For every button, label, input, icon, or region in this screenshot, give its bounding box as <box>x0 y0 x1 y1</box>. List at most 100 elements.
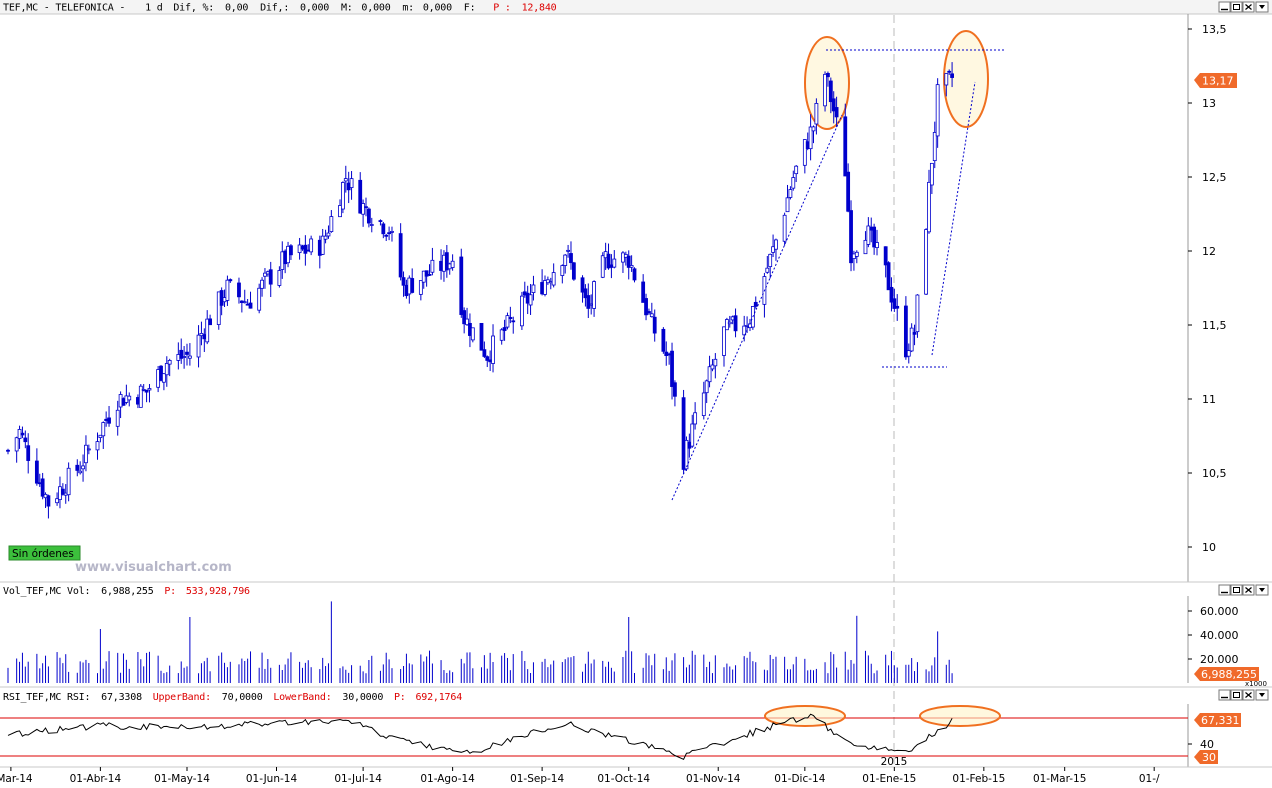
candle[interactable] <box>673 380 677 407</box>
candle[interactable] <box>944 73 949 97</box>
candle[interactable] <box>681 389 686 474</box>
candle[interactable] <box>927 169 931 234</box>
volume-maximize-button[interactable] <box>1230 584 1243 596</box>
candle[interactable] <box>629 255 634 272</box>
candle[interactable] <box>866 217 871 248</box>
candle[interactable] <box>444 244 449 278</box>
candle[interactable] <box>947 69 952 75</box>
candle[interactable] <box>341 181 345 214</box>
candle[interactable] <box>644 293 648 321</box>
candle[interactable] <box>499 328 504 345</box>
candle[interactable] <box>828 77 833 114</box>
candle[interactable] <box>309 235 314 256</box>
candle[interactable] <box>569 241 573 270</box>
candle[interactable] <box>768 253 773 279</box>
candle[interactable] <box>462 307 467 334</box>
candle[interactable] <box>326 225 331 239</box>
candle[interactable] <box>60 483 65 496</box>
price-scroll-button[interactable] <box>1255 1 1269 13</box>
candle[interactable] <box>750 306 755 330</box>
candle[interactable] <box>479 322 484 351</box>
candle[interactable] <box>854 250 859 264</box>
candle[interactable] <box>826 71 830 87</box>
candle[interactable] <box>358 172 363 214</box>
orders-badge[interactable]: Sin órdenes <box>8 545 81 561</box>
candle[interactable] <box>277 266 282 288</box>
candle[interactable] <box>124 384 129 405</box>
candle[interactable] <box>580 275 585 303</box>
candle[interactable] <box>895 294 900 321</box>
candle[interactable] <box>690 414 695 448</box>
candle[interactable] <box>707 355 712 388</box>
candle[interactable] <box>179 338 184 364</box>
candle[interactable] <box>929 162 934 195</box>
candle[interactable] <box>791 170 796 191</box>
rsi-scroll-button[interactable] <box>1255 689 1269 701</box>
candle[interactable] <box>794 165 799 183</box>
candle[interactable] <box>78 461 83 475</box>
candle[interactable] <box>55 492 59 506</box>
candle[interactable] <box>470 327 475 343</box>
candle[interactable] <box>390 226 394 242</box>
candle[interactable] <box>289 244 293 260</box>
candle[interactable] <box>724 317 729 331</box>
candle[interactable] <box>684 436 689 471</box>
candle[interactable] <box>912 324 917 346</box>
candle[interactable] <box>225 275 230 306</box>
candle[interactable] <box>482 341 487 359</box>
candle[interactable] <box>26 433 31 474</box>
candle[interactable] <box>733 308 738 338</box>
candle[interactable] <box>162 373 166 391</box>
candle[interactable] <box>208 314 212 326</box>
candle[interactable] <box>935 78 940 148</box>
candle[interactable] <box>20 426 25 439</box>
candle[interactable] <box>95 432 100 460</box>
candle[interactable] <box>863 231 868 255</box>
candle[interactable] <box>811 125 816 144</box>
candle[interactable] <box>872 223 877 255</box>
candle[interactable] <box>886 261 891 291</box>
candle[interactable] <box>727 315 732 328</box>
candle[interactable] <box>384 233 389 241</box>
candle[interactable] <box>459 248 464 318</box>
candle[interactable] <box>560 264 565 284</box>
candle[interactable] <box>84 435 88 472</box>
candle[interactable] <box>612 250 617 269</box>
candle[interactable] <box>606 243 611 270</box>
candle[interactable] <box>205 310 210 345</box>
candle[interactable] <box>782 212 787 246</box>
candle[interactable] <box>502 319 507 341</box>
candle[interactable] <box>511 316 516 334</box>
candle[interactable] <box>260 277 264 297</box>
candle[interactable] <box>765 255 770 274</box>
rsi-close-button[interactable] <box>1242 689 1255 701</box>
candle[interactable] <box>508 306 513 324</box>
candle[interactable] <box>641 274 646 303</box>
candle[interactable] <box>378 219 383 226</box>
candle[interactable] <box>831 91 836 124</box>
candle[interactable] <box>338 199 342 218</box>
candle[interactable] <box>693 402 698 430</box>
candle[interactable] <box>237 277 241 304</box>
candle[interactable] <box>823 71 827 112</box>
candle[interactable] <box>586 283 591 319</box>
candle[interactable] <box>701 381 706 420</box>
candle[interactable] <box>814 98 819 135</box>
candle[interactable] <box>883 246 888 278</box>
volume-minimize-button[interactable] <box>1218 584 1231 596</box>
candle[interactable] <box>722 326 726 367</box>
candle[interactable] <box>369 217 374 233</box>
candle[interactable] <box>704 379 709 404</box>
uptrend-line-1[interactable] <box>671 114 843 501</box>
candle[interactable] <box>107 405 111 427</box>
rsi-minimize-button[interactable] <box>1218 689 1231 701</box>
candle[interactable] <box>127 392 132 407</box>
candle[interactable] <box>14 436 19 463</box>
candle[interactable] <box>774 238 778 261</box>
candle[interactable] <box>421 270 426 289</box>
candle[interactable] <box>40 472 45 500</box>
candle[interactable] <box>187 343 192 366</box>
candle[interactable] <box>808 114 813 161</box>
candle[interactable] <box>228 278 233 283</box>
candle[interactable] <box>626 250 631 280</box>
